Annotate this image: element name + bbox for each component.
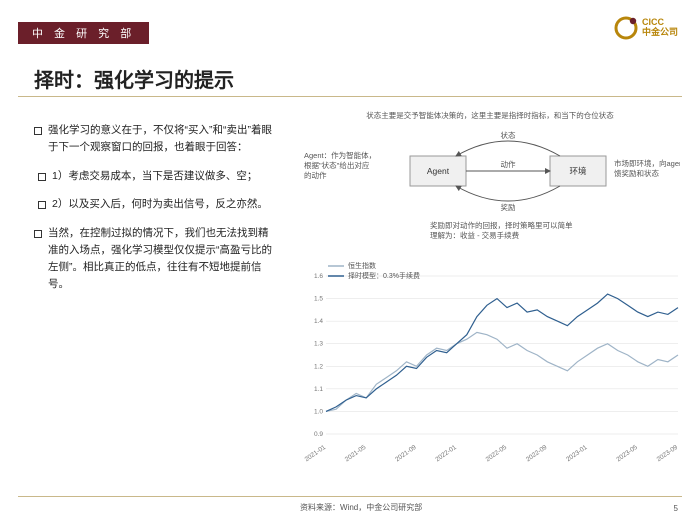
brand-logo: CICC 中金公司 [614,16,678,40]
brand-cn: 中金公司 [642,28,678,38]
svg-text:1.0: 1.0 [314,408,323,415]
diagram-top-note: 状态主要是交予智能体决策的，这里主要是指择时指标，和当下的仓位状态 [366,110,614,120]
bullet-3: 2）以及买入后，何时为卖出信号，反之亦然。 [38,196,276,213]
bullet-1: 强化学习的意义在于，不仅将“买入”和“卖出”着眼于下一个观察窗口的回报，也着眼于… [34,122,276,156]
page-number: 5 [674,504,678,513]
svg-text:1.3: 1.3 [314,341,323,348]
left-note-2b: 的动作 [304,170,327,180]
bullet-2: 1）考虑交易成本，当下是否建议做多、空； [38,168,276,185]
svg-text:1.2: 1.2 [314,363,323,370]
svg-text:2021-09: 2021-09 [394,444,418,464]
svg-text:1.6: 1.6 [314,273,323,280]
dept-badge: 中 金 研 究 部 [18,22,149,44]
source-text: 资料来源：Wind，中金公司研究部 [300,502,422,513]
left-note-1: Agent：作为智能体， [304,150,376,160]
svg-text:恒生指数: 恒生指数 [348,261,376,270]
svg-text:2023-05: 2023-05 [615,444,639,464]
bullet-4: 当然，在控制过拟的情况下，我们也无法找到精准的入场点，强化学习模型仅仅提示“高盈… [34,225,276,292]
svg-text:择时模型：0.3%手续费: 择时模型：0.3%手续费 [348,271,420,280]
title-divider [18,96,682,97]
svg-text:2022-01: 2022-01 [434,444,458,464]
left-note-2a: 根据"状态"给出对应 [304,160,370,170]
svg-text:2022-09: 2022-09 [525,444,549,464]
action-edge-label: 动作 [501,159,516,169]
bullet-list: 强化学习的意义在于，不仅将“买入”和“卖出”着眼于下一个观察窗口的回报，也着眼于… [34,122,276,304]
svg-text:1.4: 1.4 [314,318,323,325]
reward-edge-label: 奖励 [501,202,516,212]
bottom-note-2: 理解为：收益 - 交易手续费 [430,230,520,240]
timing-chart: 0.9 1.0 1.1 1.2 1.3 1.4 1.5 1.6 2021-01 2021-05 20… [300,256,684,466]
rl-diagram: 状态主要是交予智能体决策的，这里主要是指择时指标，和当下的仓位状态 Agent … [300,108,680,248]
footer-divider [18,496,682,497]
page-title: 择时：强化学习的提示 [34,64,234,93]
svg-text:2021-05: 2021-05 [344,444,368,464]
right-note-2: 馈奖励和状态 [614,168,659,178]
reward-arrow [456,186,560,201]
svg-text:2023-01: 2023-01 [565,444,589,464]
svg-text:2021-01: 2021-01 [304,444,328,464]
svg-text:2023-09: 2023-09 [656,444,680,464]
svg-text:2022-05: 2022-05 [485,444,509,464]
svg-text:1.1: 1.1 [314,386,323,393]
agent-label: Agent [427,166,450,176]
state-arrow [456,141,560,156]
bottom-note-1: 奖励即对动作的回报，择时策略里可以简单 [430,220,573,230]
svg-text:1.5: 1.5 [314,296,323,303]
svg-text:0.9: 0.9 [314,431,323,438]
right-note-1: 市场即环境，向agent反 [614,158,680,168]
env-label: 环境 [569,166,587,176]
state-edge-label: 状态 [501,130,516,140]
logo-icon [614,16,638,40]
